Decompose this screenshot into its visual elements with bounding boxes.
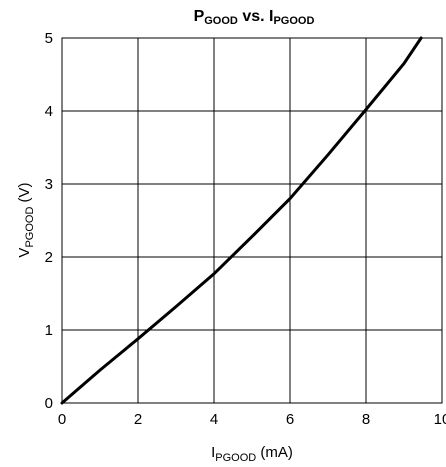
x-tick-label: 6 — [286, 411, 294, 428]
x-tick-label: 2 — [134, 411, 142, 428]
x-tick-label: 0 — [58, 411, 66, 428]
y-tick-label: 1 — [45, 322, 53, 339]
y-tick-label: 0 — [45, 395, 53, 412]
x-axis-label: IPGOOD (mA) — [211, 444, 293, 464]
y-tick-label: 2 — [45, 249, 53, 266]
grid-lines — [62, 38, 442, 403]
series-line — [60, 36, 423, 405]
y-tick-label: 3 — [45, 176, 53, 193]
x-tick-label: 8 — [362, 411, 370, 428]
y-axis-label: VPGOOD (V) — [16, 182, 36, 257]
y-tick-labels: 0 1 2 3 4 5 — [45, 30, 53, 412]
y-tick-label: 5 — [45, 30, 53, 47]
y-tick-label: 4 — [45, 103, 53, 120]
x-tick-label: 10 — [434, 411, 446, 428]
chart-title: PGOOD vs. IPGOOD — [194, 8, 315, 27]
plot-frame — [61, 37, 443, 404]
x-tick-label: 4 — [210, 411, 218, 428]
x-tick-labels: 0 2 4 6 8 10 — [58, 411, 446, 428]
